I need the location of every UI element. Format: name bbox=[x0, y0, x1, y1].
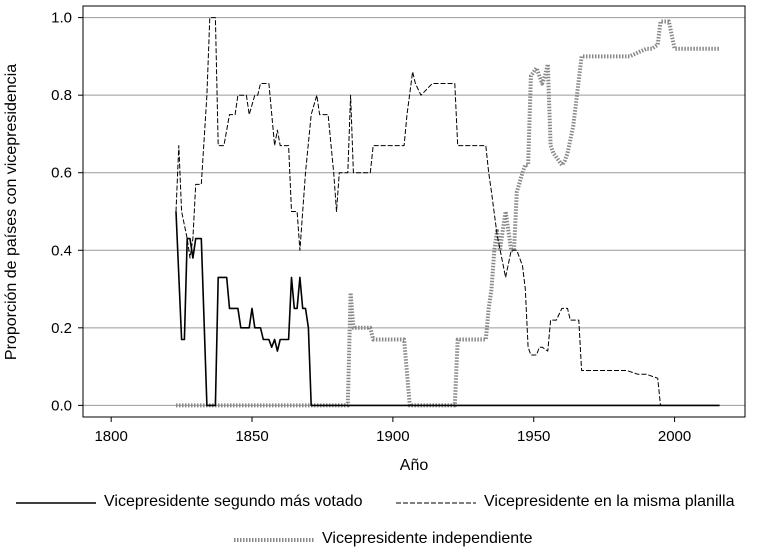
x-axis-label: Año bbox=[400, 457, 429, 474]
legend-label: Vicepresidente en la misma planilla bbox=[484, 493, 735, 510]
legend-swatch-dashed bbox=[396, 496, 476, 508]
x-axis: 1800 1850 1900 1950 2000 bbox=[94, 417, 691, 445]
series-line-dotted bbox=[176, 19, 720, 408]
legend-swatch-solid bbox=[16, 496, 96, 508]
y-tick-label: 0.0 bbox=[51, 397, 72, 414]
y-tick-label: 0.6 bbox=[51, 165, 72, 182]
y-tick-label: 0.8 bbox=[51, 87, 72, 104]
legend-item-misma-planilla: Vicepresidente en la misma planilla bbox=[396, 493, 735, 511]
series-line-dashed bbox=[175, 17, 661, 406]
x-tick-label: 1900 bbox=[376, 428, 409, 445]
y-tick-label: 0.4 bbox=[51, 242, 72, 259]
series-line-solid bbox=[175, 211, 720, 407]
legend: Vicepresidente segundo más votado Vicepr… bbox=[0, 478, 758, 555]
legend-item-independiente: Vicepresidente independiente bbox=[234, 530, 533, 548]
y-axis-label: Proporción de países con vicepresidencia bbox=[3, 64, 20, 360]
y-tick-label: 1.0 bbox=[51, 10, 72, 27]
legend-item-segundo-mas-votado: Vicepresidente segundo más votado bbox=[16, 493, 363, 511]
legend-swatch-dotted bbox=[234, 533, 314, 545]
x-tick-label: 1950 bbox=[517, 428, 550, 445]
plot-frame bbox=[82, 5, 746, 418]
series-lines bbox=[175, 17, 720, 408]
x-tick-label: 1850 bbox=[235, 428, 268, 445]
x-tick-label: 2000 bbox=[658, 428, 691, 445]
chart: 0.00.20.40.60.81.0 1800 1850 1900 1950 2000 … bbox=[3, 5, 746, 474]
legend-label: Vicepresidente segundo más votado bbox=[104, 493, 363, 510]
legend-label: Vicepresidente independiente bbox=[322, 530, 533, 547]
x-tick-label: 1800 bbox=[94, 428, 127, 445]
y-tick-label: 0.2 bbox=[51, 320, 72, 337]
y-axis: 0.0 0.2 0.4 0.6 0.8 1.0 bbox=[51, 10, 83, 414]
